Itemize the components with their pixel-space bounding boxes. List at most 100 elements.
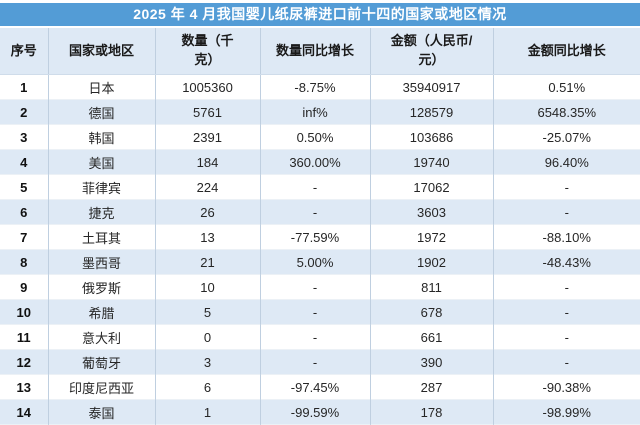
- cell-quantity_kg: 26: [155, 199, 261, 225]
- cell-amount_yoy: 96.40%: [493, 149, 640, 175]
- cell-quantity_kg: 3: [155, 349, 261, 375]
- cell-quantity_yoy: -: [260, 174, 371, 200]
- cell-country: 葡萄牙: [48, 349, 156, 375]
- cell-quantity_yoy: -8.75%: [260, 74, 371, 100]
- cell-quantity_yoy: 0.50%: [260, 124, 371, 150]
- cell-amount_yoy: -: [493, 349, 640, 375]
- cell-rank: 2: [0, 99, 49, 125]
- cell-amount_rmb: 811: [370, 274, 494, 300]
- cell-rank: 12: [0, 349, 49, 375]
- cell-rank: 8: [0, 249, 49, 275]
- header-rank-label: 序号: [10, 42, 37, 58]
- cell-quantity_yoy: -: [260, 299, 371, 325]
- table-row: 9 俄罗斯 10-811-: [0, 274, 640, 300]
- table-row: 7 土耳其 13 -77.59% 1972 -88.10%: [0, 224, 640, 250]
- cell-quantity_kg: 224: [155, 174, 261, 200]
- cell-amount_rmb: 678: [370, 299, 494, 325]
- cell-country: 菲律宾: [48, 174, 156, 200]
- cell-quantity_yoy: -77.59%: [260, 224, 371, 250]
- cell-amount_rmb: 35940917: [370, 74, 494, 100]
- cell-amount_yoy: -: [493, 199, 640, 225]
- cell-quantity_yoy: -97.45%: [260, 374, 371, 400]
- table-row: 10 希腊 5-678-: [0, 299, 640, 325]
- cell-amount_yoy: -48.43%: [493, 249, 640, 275]
- cell-amount_yoy: -: [493, 324, 640, 350]
- header-row: 序号 国家或地区 数量（千克） 数量同比增长 金额（人民币/元） 金额同比增长: [0, 28, 640, 75]
- cell-amount_yoy: -88.10%: [493, 224, 640, 250]
- table-row: 14 泰国 1 -99.59% 178 -98.99%: [0, 399, 640, 425]
- table-row: 3 韩国 2391 0.50% 103686 -25.07%: [0, 124, 640, 150]
- header-quantity: 数量（千克）: [155, 28, 261, 75]
- cell-country: 捷克: [48, 199, 156, 225]
- cell-amount_rmb: 3603: [370, 199, 494, 225]
- cell-rank: 5: [0, 174, 49, 200]
- cell-quantity_kg: 5761: [155, 99, 261, 125]
- cell-country: 日本: [48, 74, 156, 100]
- header-quantity-label: 数量（千克）: [181, 33, 234, 67]
- cell-rank: 13: [0, 374, 49, 400]
- cell-quantity_kg: 0: [155, 324, 261, 350]
- cell-amount_yoy: -98.99%: [493, 399, 640, 425]
- cell-country: 俄罗斯: [48, 274, 156, 300]
- cell-amount_yoy: -: [493, 274, 640, 300]
- cell-quantity_kg: 1005360: [155, 74, 261, 100]
- cell-rank: 9: [0, 274, 49, 300]
- table-header: 序号 国家或地区 数量（千克） 数量同比增长 金额（人民币/元） 金额同比增长: [0, 28, 640, 75]
- cell-quantity_yoy: -: [260, 199, 371, 225]
- cell-quantity_yoy: -: [260, 324, 371, 350]
- cell-quantity_kg: 6: [155, 374, 261, 400]
- cell-amount_rmb: 103686: [370, 124, 494, 150]
- cell-amount_yoy: -25.07%: [493, 124, 640, 150]
- cell-quantity_kg: 5: [155, 299, 261, 325]
- cell-amount_yoy: -90.38%: [493, 374, 640, 400]
- header-amount-label: 金额（人民币/元）: [390, 33, 473, 67]
- table-title: 2025 年 4 月我国婴儿纸尿裤进口前十四的国家或地区情况: [0, 3, 640, 28]
- cell-country: 韩国: [48, 124, 156, 150]
- cell-quantity_kg: 21: [155, 249, 261, 275]
- cell-rank: 11: [0, 324, 49, 350]
- cell-quantity_yoy: inf%: [260, 99, 371, 125]
- cell-quantity_yoy: -99.59%: [260, 399, 371, 425]
- cell-quantity_kg: 13: [155, 224, 261, 250]
- import-table-figure: 2025 年 4 月我国婴儿纸尿裤进口前十四的国家或地区情况 序号 国家或地区 …: [0, 3, 640, 425]
- header-quantity-yoy: 数量同比增长: [260, 28, 371, 75]
- cell-amount_yoy: -: [493, 299, 640, 325]
- cell-amount_rmb: 390: [370, 349, 494, 375]
- cell-amount_rmb: 128579: [370, 99, 494, 125]
- header-quantity-yoy-label: 数量同比增长: [275, 42, 354, 58]
- header-amount: 金额（人民币/元）: [370, 28, 494, 75]
- cell-amount_rmb: 178: [370, 399, 494, 425]
- cell-country: 德国: [48, 99, 156, 125]
- cell-amount_rmb: 1972: [370, 224, 494, 250]
- cell-rank: 3: [0, 124, 49, 150]
- import-data-table: 序号 国家或地区 数量（千克） 数量同比增长 金额（人民币/元） 金额同比增长: [0, 28, 640, 425]
- cell-quantity_kg: 10: [155, 274, 261, 300]
- cell-rank: 14: [0, 399, 49, 425]
- header-country-label: 国家或地区: [68, 42, 134, 58]
- cell-amount_yoy: -: [493, 174, 640, 200]
- table-row: 8 墨西哥 21 5.00% 1902 -48.43%: [0, 249, 640, 275]
- cell-country: 美国: [48, 149, 156, 175]
- cell-country: 墨西哥: [48, 249, 156, 275]
- cell-amount_rmb: 661: [370, 324, 494, 350]
- cell-quantity_yoy: 360.00%: [260, 149, 371, 175]
- cell-amount_rmb: 287: [370, 374, 494, 400]
- table-row: 2 德国 5761 inf% 128579 6548.35%: [0, 99, 640, 125]
- header-rank: 序号: [0, 28, 49, 75]
- cell-amount_rmb: 1902: [370, 249, 494, 275]
- table-row: 6 捷克 26-3603-: [0, 199, 640, 225]
- cell-quantity_yoy: -: [260, 274, 371, 300]
- cell-rank: 7: [0, 224, 49, 250]
- cell-amount_yoy: 0.51%: [493, 74, 640, 100]
- table-row: 11 意大利 0-661-: [0, 324, 640, 350]
- cell-quantity_kg: 2391: [155, 124, 261, 150]
- header-amount-yoy-label: 金额同比增长: [527, 42, 606, 58]
- table-row: 1 日本 1005360 -8.75% 35940917 0.51%: [0, 74, 640, 100]
- header-country: 国家或地区: [48, 28, 156, 75]
- cell-country: 印度尼西亚: [48, 374, 156, 400]
- cell-rank: 6: [0, 199, 49, 225]
- cell-rank: 4: [0, 149, 49, 175]
- table-row: 13 印度尼西亚 6 -97.45% 287 -90.38%: [0, 374, 640, 400]
- cell-amount_yoy: 6548.35%: [493, 99, 640, 125]
- table-row: 4 美国 184 360.00% 19740 96.40%: [0, 149, 640, 175]
